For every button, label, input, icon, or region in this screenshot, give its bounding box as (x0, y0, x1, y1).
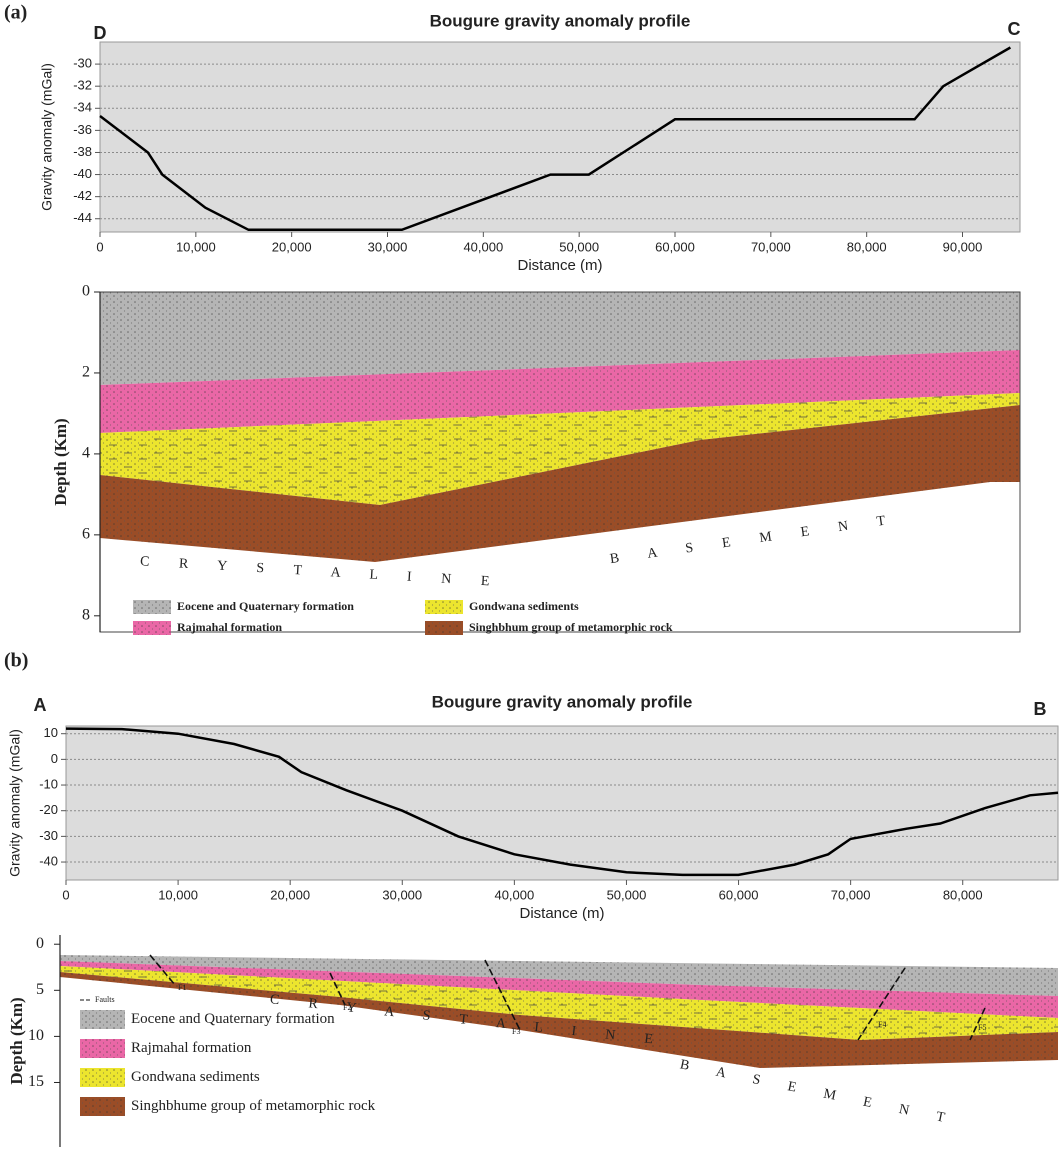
profile-start-label: D (94, 23, 107, 43)
profile-end-label: C (1008, 19, 1021, 39)
fault (329, 972, 346, 1006)
y-tick-label: 0 (36, 935, 44, 952)
x-tick-label: 80,000 (847, 239, 887, 254)
chart-title: Bougure gravity anomaly profile (432, 692, 693, 711)
legend-swatch-texture (80, 1068, 125, 1087)
y-tick-label: 10 (28, 1027, 44, 1044)
x-tick-label: 30,000 (368, 239, 408, 254)
profile-line (99, 46, 1012, 232)
section-b-layers: Faults (60, 954, 1058, 1068)
fault (969, 1007, 986, 1041)
x-axis-label: Distance (m) (519, 905, 604, 922)
profile-start-label: A (34, 695, 47, 715)
x-tick-label: 70,000 (831, 887, 871, 902)
x-tick-label: 80,000 (943, 887, 983, 902)
legend-label: Eocene and Quaternary formation (177, 599, 354, 613)
y-axis-label: Gravity anomaly (mGal) (39, 63, 55, 211)
x-tick-label: 50,000 (559, 239, 599, 254)
x-tick-label: 70,000 (751, 239, 791, 254)
chart-title: Bougure gravity anomaly profile (430, 11, 691, 30)
fault (857, 967, 906, 1041)
x-axis-label: Distance (m) (517, 257, 602, 274)
y-tick-label: -42 (73, 188, 92, 203)
y-tick-label: -10 (39, 776, 58, 791)
texture (100, 393, 1020, 505)
x-tick-label: 30,000 (382, 887, 422, 902)
x-tick-label: 10,000 (176, 239, 216, 254)
x-tick-label: 60,000 (719, 887, 759, 902)
y-tick-label: 0 (82, 283, 90, 300)
legend-swatch-texture (80, 1039, 125, 1058)
x-tick-label: 0 (62, 887, 69, 902)
x-tick-label: 10,000 (158, 887, 198, 902)
y-tick-label: -34 (73, 100, 92, 115)
texture (60, 966, 1058, 1040)
y-tick-label: 10 (44, 725, 58, 740)
y-tick-label: 4 (82, 445, 90, 462)
x-tick-label: 90,000 (943, 239, 983, 254)
plot-area (99, 41, 1021, 233)
y-tick-label: 8 (82, 606, 90, 623)
legend-swatch-texture (80, 1097, 125, 1116)
fault (484, 959, 521, 1031)
y-tick-label: -36 (73, 122, 92, 137)
panel-label: (b) (4, 650, 28, 672)
profile-end-label: B (1034, 699, 1047, 719)
y-tick-label: -20 (39, 802, 58, 817)
legend-swatch-texture (133, 600, 171, 614)
legend-swatch-texture (80, 1010, 125, 1029)
legend-swatch-texture (425, 621, 463, 635)
fault-label: F3 (512, 1027, 520, 1036)
fault-label: F2 (343, 1003, 351, 1012)
y-axis-label: Depth (Km) (7, 997, 26, 1084)
legend-label: Rajmahal formation (177, 620, 282, 634)
x-tick-label: 50,000 (607, 887, 647, 902)
x-tick-label: 60,000 (655, 239, 695, 254)
fault-label: F5 (978, 1023, 986, 1032)
basement-label: B A S E M E N T (679, 1057, 947, 1126)
panel-label: (a) (4, 2, 27, 24)
profile-line (65, 727, 1059, 877)
y-tick-label: 15 (28, 1073, 44, 1090)
basement-label: C R Y S T A L I N E (140, 554, 490, 589)
section-a-layers (99, 291, 1021, 633)
legend-label: Singhbhum group of metamorphic rock (469, 620, 673, 634)
y-axis-label: Depth (Km) (51, 418, 70, 505)
y-axis-label: Gravity anomaly (mGal) (7, 729, 23, 877)
plot-area (65, 725, 1059, 881)
y-tick-label: 5 (36, 981, 44, 998)
legend-label: Eocene and Quaternary formation (131, 1011, 335, 1027)
y-tick-label: -40 (39, 853, 58, 868)
legend-label: Gondwana sediments (131, 1069, 260, 1085)
x-tick-label: 40,000 (463, 239, 503, 254)
legend-label: Singhbhume group of metamorphic rock (131, 1098, 376, 1114)
legend-swatch-texture (133, 621, 171, 635)
faults (149, 954, 986, 1041)
y-tick-label: -32 (73, 78, 92, 93)
x-tick-label: 0 (96, 239, 103, 254)
legend-label: Gondwana sediments (469, 599, 579, 613)
y-tick-label: -44 (73, 210, 92, 225)
y-tick-label: 0 (51, 751, 58, 766)
fault-label: F1 (178, 983, 186, 992)
fault-legend-label: Faults (95, 995, 115, 1004)
y-tick-label: -38 (73, 144, 92, 159)
y-tick-label: -30 (73, 56, 92, 71)
fault-label: F4 (878, 1020, 886, 1029)
legend-swatch-texture (425, 600, 463, 614)
y-tick-label: 6 (82, 526, 90, 543)
legend-label: Rajmahal formation (131, 1040, 252, 1056)
x-tick-label: 20,000 (272, 239, 312, 254)
y-tick-label: -30 (39, 828, 58, 843)
y-tick-label: 2 (82, 364, 90, 381)
y-tick-label: -40 (73, 166, 92, 181)
x-tick-label: 20,000 (270, 887, 310, 902)
fault (149, 954, 176, 986)
x-tick-label: 40,000 (494, 887, 534, 902)
